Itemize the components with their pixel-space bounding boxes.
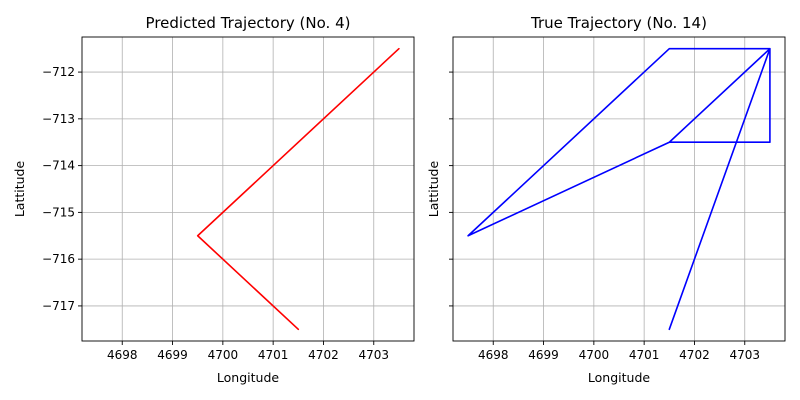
predicted-x-tick-label: 4702 (308, 348, 339, 362)
true-trajectory-line (467, 47, 771, 331)
predicted-x-tick-label: 4700 (208, 348, 239, 362)
predicted-y-tick-label: −717 (42, 299, 75, 313)
predicted-y-axis-label: Lattitude (12, 161, 27, 218)
predicted-x-tick-label: 4698 (107, 348, 138, 362)
true-chart-title: True Trajectory (No. 14) (530, 14, 707, 32)
true-x-tick-label: 4703 (729, 348, 760, 362)
true-y-axis-label: Lattitude (426, 161, 441, 218)
predicted-trajectory-panel: 4698 4699 4700 4701 4702 4703 −712 −713 −714 −715… (12, 14, 415, 385)
true-trajectory-panel: 4698 4699 4700 4701 4702 4703 True Trajectory … (426, 14, 786, 385)
predicted-trajectory-line (196, 47, 400, 331)
true-x-tick-label: 4702 (679, 348, 710, 362)
true-x-tick-label: 4699 (528, 348, 559, 362)
true-x-tick-label: 4700 (579, 348, 610, 362)
true-axes-frame (452, 36, 786, 342)
predicted-y-tick-label: −714 (42, 159, 75, 173)
true-x-tick-label: 4701 (629, 348, 660, 362)
predicted-x-tick-label: 4701 (258, 348, 289, 362)
predicted-axes-frame (81, 36, 415, 342)
predicted-y-tick-label: −712 (42, 65, 75, 79)
true-x-tick-label: 4698 (478, 348, 509, 362)
predicted-y-tick-label: −715 (42, 205, 75, 219)
predicted-chart-title: Predicted Trajectory (No. 4) (146, 14, 351, 32)
predicted-x-axis-label: Longitude (217, 370, 279, 385)
predicted-y-tick-label: −716 (42, 252, 75, 266)
predicted-x-tick-label: 4703 (358, 348, 389, 362)
true-x-axis-label: Longitude (588, 370, 650, 385)
predicted-x-tick-label: 4699 (157, 348, 188, 362)
predicted-y-tick-label: −713 (42, 112, 75, 126)
